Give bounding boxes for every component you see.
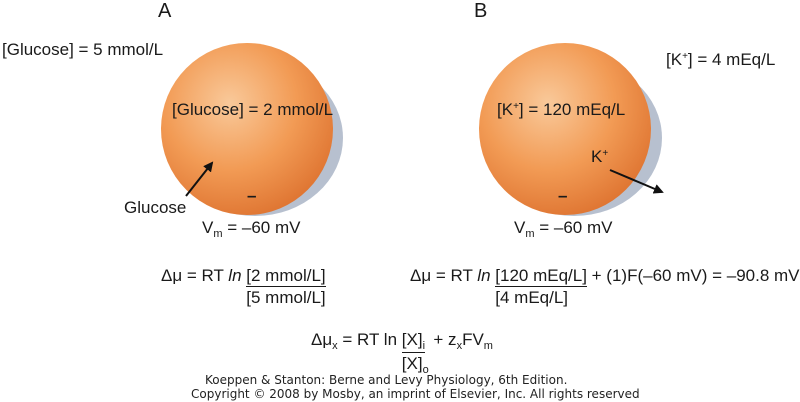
panel-b-denominator: [4 mEq/L]	[495, 288, 569, 307]
general-electrochemical-equation: Δμx = RT ln [X]i [X]o + zxFVm	[311, 330, 493, 377]
general-fraction: [X]i [X]o	[401, 330, 429, 377]
vm-subscript: m	[213, 228, 223, 240]
panel-a-inside-concentration: [Glucose] = 2 mmol/L	[172, 100, 334, 119]
panel-b-numerator: [120 mEq/L]	[495, 266, 587, 287]
panel-b-equation-tail: + (1)F(–60 mV) = –90.8 mV	[586, 266, 800, 285]
general-denominator: [X]o	[401, 354, 429, 376]
panel-a-equation: Δμ = RT ln [2 mmol/L] [5 mmol/L]	[161, 266, 326, 309]
panel-a-letter: A	[158, 0, 172, 22]
panel-a-outside-concentration: [Glucose] = 5 mmol/L	[2, 40, 164, 59]
glucose-arrow	[185, 161, 214, 197]
credit-line-2: Copyright © 2008 by Mosby, an imprint of…	[191, 387, 640, 401]
panel-b-potassium-label: K+	[591, 147, 609, 166]
panel-b-fraction: [120 mEq/L] [4 mEq/L]	[495, 266, 587, 309]
panel-b-equation: Δμ = RT ln [120 mEq/L] [4 mEq/L] + (1)F(…	[410, 266, 800, 309]
cell-b	[479, 43, 651, 215]
panel-b-letter: B	[474, 0, 488, 22]
general-numerator: [X]i	[401, 330, 426, 353]
panel-b-membrane-potential: Vm = –60 mV	[514, 218, 613, 240]
panel-a-membrane-potential: Vm = –60 mV	[202, 218, 301, 240]
panel-a-numerator: [2 mmol/L]	[246, 266, 326, 287]
potassium-arrow	[609, 169, 664, 194]
vm-symbol: V	[202, 218, 214, 237]
panel-a-glucose-label: Glucose	[124, 198, 187, 217]
panel-a-fraction: [2 mmol/L] [5 mmol/L]	[246, 266, 326, 309]
vm-value: = –60 mV	[222, 218, 301, 237]
credit-line-1: Koeppen & Stanton: Berne and Levy Physio…	[205, 373, 568, 387]
panel-b-inside-concentration: [K+] = 120 mEq/L	[497, 100, 626, 119]
panel-a-denominator: [5 mmol/L]	[246, 288, 326, 307]
panel-a-membrane-minus: –	[247, 186, 257, 205]
panel-b-outside-concentration: [K+] = 4 mEq/L	[666, 50, 776, 69]
panel-b-membrane-minus: –	[558, 186, 568, 205]
